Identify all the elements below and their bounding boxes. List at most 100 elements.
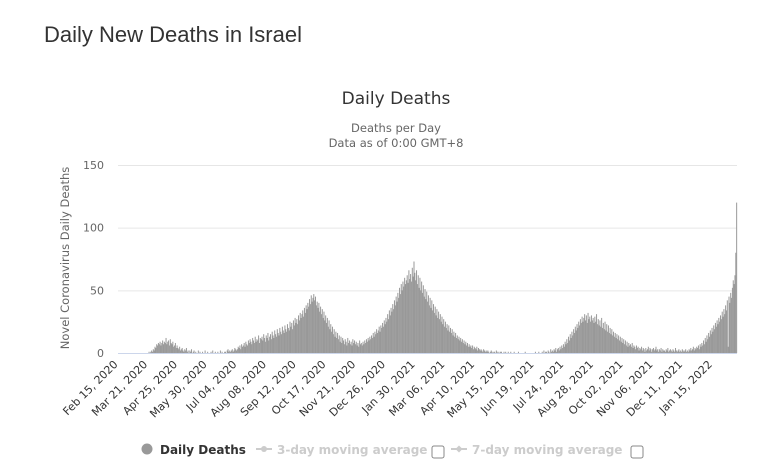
bar[interactable] [561, 345, 563, 353]
bar[interactable] [179, 350, 181, 353]
bar[interactable] [166, 344, 168, 353]
bar[interactable] [419, 277, 421, 353]
bar[interactable] [199, 351, 201, 353]
bar[interactable] [707, 339, 709, 353]
bar[interactable] [260, 339, 262, 353]
bar[interactable] [221, 351, 223, 353]
bar[interactable] [298, 315, 300, 353]
bar[interactable] [580, 322, 582, 353]
bar[interactable] [179, 346, 181, 353]
bar[interactable] [305, 305, 307, 353]
bar[interactable] [281, 334, 283, 353]
bar[interactable] [602, 322, 604, 353]
bar[interactable] [702, 345, 704, 353]
bar[interactable] [354, 340, 356, 353]
bar[interactable] [606, 324, 608, 353]
bar[interactable] [266, 337, 268, 353]
bar[interactable] [423, 296, 425, 353]
bar[interactable] [704, 337, 706, 353]
bar[interactable] [677, 350, 679, 353]
bar[interactable] [649, 347, 651, 353]
bar[interactable] [611, 329, 613, 353]
bar[interactable] [282, 330, 284, 353]
bar[interactable] [281, 326, 283, 353]
bar[interactable] [447, 330, 449, 353]
bar[interactable] [258, 335, 260, 353]
bar[interactable] [337, 339, 339, 353]
bar[interactable] [433, 304, 435, 353]
bar[interactable] [175, 347, 177, 353]
bar[interactable] [679, 351, 681, 353]
bar[interactable] [286, 324, 288, 353]
bar[interactable] [421, 292, 423, 353]
bar[interactable] [610, 334, 612, 353]
bar[interactable] [465, 341, 467, 353]
bar[interactable] [572, 335, 574, 353]
bar[interactable] [684, 350, 686, 353]
bar[interactable] [245, 341, 247, 353]
bar[interactable] [654, 349, 656, 353]
bar[interactable] [156, 344, 158, 353]
bar[interactable] [598, 325, 600, 353]
bar[interactable] [717, 324, 719, 353]
bar[interactable] [652, 349, 654, 353]
bar[interactable] [197, 350, 199, 353]
bar[interactable] [425, 299, 427, 353]
bar[interactable] [420, 290, 422, 353]
bar[interactable] [493, 351, 495, 353]
bar[interactable] [246, 344, 248, 353]
bar[interactable] [618, 340, 620, 353]
bar[interactable] [718, 317, 720, 353]
bar[interactable] [564, 341, 566, 353]
bar[interactable] [422, 285, 424, 353]
bar[interactable] [307, 302, 309, 353]
bar[interactable] [642, 347, 644, 353]
bar[interactable] [482, 351, 484, 353]
bar[interactable] [378, 326, 380, 353]
bar[interactable] [255, 341, 257, 353]
bar[interactable] [483, 350, 485, 353]
bar[interactable] [652, 347, 654, 353]
bar[interactable] [344, 339, 346, 353]
bar[interactable] [376, 332, 378, 353]
bar[interactable] [192, 351, 194, 353]
bar[interactable] [399, 294, 401, 353]
bar[interactable] [573, 332, 575, 353]
bar[interactable] [690, 347, 692, 353]
bar[interactable] [150, 351, 152, 353]
bar[interactable] [612, 335, 614, 353]
bar[interactable] [154, 346, 156, 353]
bar[interactable] [556, 349, 558, 353]
bar[interactable] [190, 351, 192, 353]
bar[interactable] [388, 319, 390, 353]
bar[interactable] [494, 351, 496, 353]
bar[interactable] [155, 347, 157, 353]
bar[interactable] [340, 336, 342, 353]
bar[interactable] [259, 337, 261, 353]
bar[interactable] [413, 261, 415, 353]
bar[interactable] [629, 345, 631, 353]
bar[interactable] [164, 342, 166, 353]
bar[interactable] [443, 319, 445, 353]
bar[interactable] [686, 351, 688, 353]
bar[interactable] [294, 317, 296, 353]
bar[interactable] [235, 349, 237, 353]
bar[interactable] [589, 316, 591, 353]
bar[interactable] [609, 327, 611, 353]
bar[interactable] [236, 349, 238, 353]
bar[interactable] [577, 327, 579, 353]
bar[interactable] [618, 335, 620, 353]
bar[interactable] [725, 305, 727, 353]
bar[interactable] [593, 322, 595, 353]
bar[interactable] [655, 346, 657, 353]
bar[interactable] [709, 330, 711, 353]
bar[interactable] [275, 336, 277, 353]
bar[interactable] [568, 336, 570, 353]
bar[interactable] [733, 284, 735, 353]
bar[interactable] [678, 349, 680, 353]
bar[interactable] [630, 344, 632, 353]
bar[interactable] [477, 350, 479, 353]
bar[interactable] [163, 341, 165, 353]
bar[interactable] [646, 350, 648, 353]
bar[interactable] [224, 351, 226, 353]
